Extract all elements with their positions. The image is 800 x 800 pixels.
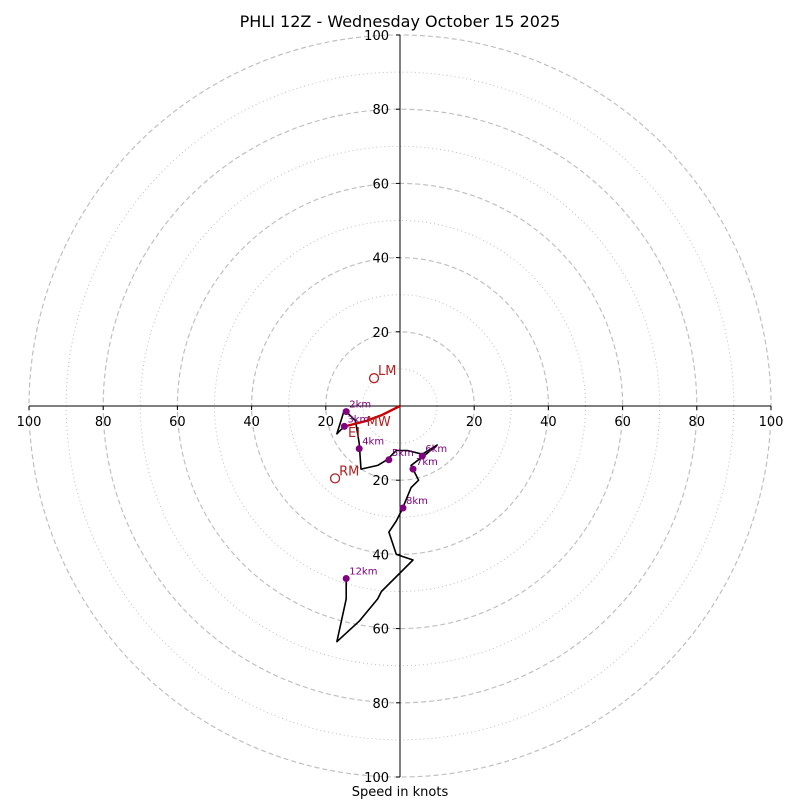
- y-tick-label: 20: [372, 474, 389, 489]
- x-tick-label: 20: [466, 415, 483, 430]
- x-tick-label: 60: [614, 415, 631, 430]
- x-tick-label: 60: [169, 415, 186, 430]
- x-tick-label: 80: [95, 415, 112, 430]
- height-marker-point: [385, 456, 393, 464]
- height-marker-label: 2km: [349, 400, 371, 411]
- y-tick-label: 100: [364, 29, 389, 44]
- chart-title: PHLI 12Z - Wednesday October 15 2025: [240, 12, 561, 31]
- y-tick-label: 60: [372, 623, 389, 638]
- inflow-label: MW: [367, 415, 391, 430]
- height-marker-point: [418, 452, 426, 460]
- y-tick-label: 40: [372, 252, 389, 267]
- storm-motion-label: LM: [378, 364, 396, 379]
- inflow-label: EI: [348, 426, 360, 441]
- height-marker-label: 12km: [349, 567, 377, 578]
- height-marker-point: [355, 445, 363, 453]
- x-tick-label: 100: [759, 415, 784, 430]
- hodograph-trace-line: [336, 408, 438, 643]
- height-marker-label: 3km: [347, 414, 369, 425]
- storm-motion-label: RM: [339, 464, 359, 479]
- storm-motion-marker: [368, 373, 380, 384]
- y-tick-label: 40: [372, 548, 389, 563]
- height-marker-label: 5km: [392, 448, 414, 459]
- x-tick-label: 20: [318, 415, 335, 430]
- y-tick-label: 80: [372, 103, 389, 118]
- low-level-trace-line: [344, 404, 401, 428]
- height-marker-point: [342, 408, 350, 416]
- y-tick-label: 80: [372, 697, 389, 712]
- height-marker-point: [399, 504, 407, 512]
- storm-motion-marker: [329, 473, 341, 484]
- height-marker-label: 8km: [406, 496, 428, 507]
- x-tick-label: 80: [689, 415, 706, 430]
- height-markers: 2km 3km 4km 5km 6km 7km 8km 12km EI MW: [340, 400, 447, 583]
- y-tick-label: 60: [372, 177, 389, 192]
- height-marker-point: [340, 422, 348, 430]
- y-tick-label: 20: [372, 326, 389, 341]
- x-tick-label: 40: [243, 415, 260, 430]
- x-tick-label: 40: [540, 415, 557, 430]
- hodograph-traces: [336, 404, 438, 643]
- height-marker-point: [342, 575, 350, 583]
- height-marker-label: 7km: [416, 457, 438, 468]
- storm-motion-markers: LM RM: [329, 364, 396, 484]
- x-tick-label: 100: [17, 415, 42, 430]
- tick-labels: 100 80 60 40 20 20 40 60 80 100 100 80 60 40 20 20 40 60 8…: [17, 29, 784, 786]
- y-tick-label: 100: [364, 771, 389, 786]
- x-axis-label: Speed in knots: [352, 785, 449, 800]
- height-marker-label: 6km: [425, 444, 447, 455]
- height-marker-point: [409, 465, 417, 473]
- height-marker-label: 4km: [362, 437, 384, 448]
